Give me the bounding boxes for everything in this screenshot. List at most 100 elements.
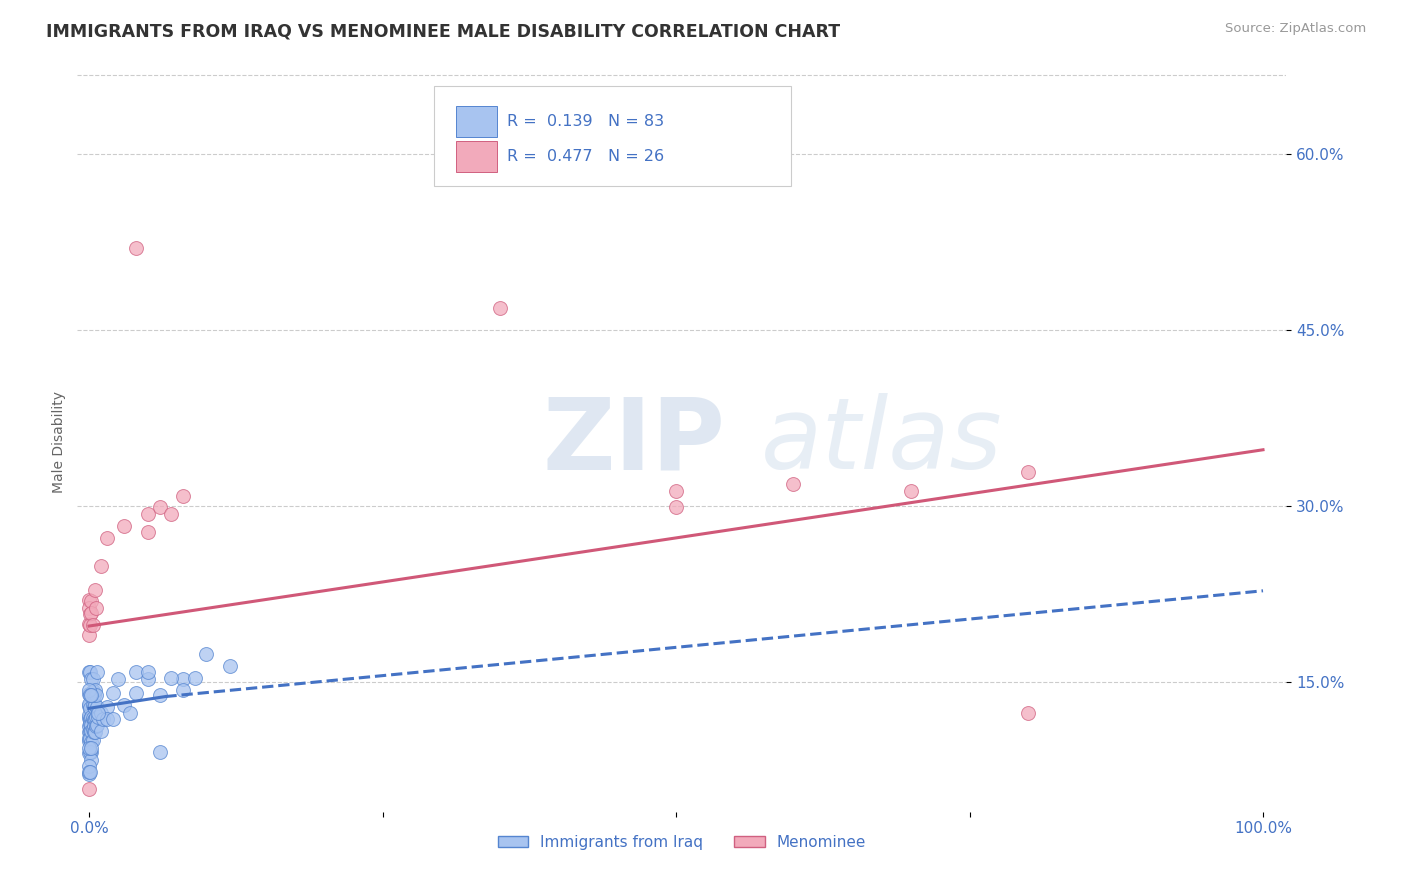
Point	[172, 682, 194, 697]
Point	[77, 697, 100, 711]
Point	[79, 701, 101, 715]
Point	[84, 601, 107, 615]
Point	[79, 618, 101, 632]
Point	[77, 746, 100, 760]
Point	[96, 700, 118, 714]
Point	[77, 741, 100, 756]
Point	[101, 712, 124, 726]
Point	[136, 524, 159, 539]
FancyBboxPatch shape	[434, 87, 790, 186]
Point	[80, 753, 103, 767]
Point	[79, 665, 101, 679]
Point	[80, 594, 103, 608]
Point	[91, 712, 114, 726]
Point	[79, 716, 101, 731]
Point	[77, 601, 100, 615]
Point	[80, 672, 103, 686]
Point	[82, 618, 104, 632]
Point	[120, 706, 142, 720]
Point	[77, 759, 100, 773]
Point	[77, 682, 100, 697]
Point	[160, 508, 183, 522]
Point	[82, 733, 104, 747]
Point	[82, 686, 104, 700]
Point	[96, 712, 118, 726]
Point	[80, 689, 103, 703]
Point	[84, 698, 107, 712]
Point	[84, 682, 107, 697]
Text: R =  0.477   N = 26: R = 0.477 N = 26	[506, 149, 664, 164]
Point	[96, 531, 118, 545]
Point	[83, 719, 105, 733]
Point	[148, 745, 170, 759]
Point	[77, 767, 100, 781]
Legend: Immigrants from Iraq, Menominee: Immigrants from Iraq, Menominee	[492, 829, 872, 856]
Point	[82, 723, 104, 737]
Point	[77, 764, 100, 779]
Point	[84, 582, 107, 597]
Text: R =  0.139   N = 83: R = 0.139 N = 83	[506, 114, 664, 129]
Point	[183, 671, 205, 685]
Point	[782, 476, 804, 491]
Point	[86, 718, 108, 732]
Point	[79, 764, 101, 779]
Point	[82, 683, 104, 698]
Point	[125, 241, 148, 255]
Point	[87, 706, 110, 720]
Point	[900, 483, 922, 498]
Point	[148, 689, 170, 703]
Text: ZIP: ZIP	[543, 393, 725, 490]
Point	[79, 731, 101, 745]
Point	[101, 686, 124, 700]
Point	[79, 723, 101, 738]
Point	[77, 734, 100, 748]
Point	[80, 745, 103, 759]
Point	[80, 606, 103, 620]
Point	[79, 745, 101, 759]
Point	[1017, 465, 1039, 479]
Y-axis label: Male Disability: Male Disability	[52, 391, 66, 492]
Point	[489, 301, 512, 315]
Point	[1017, 706, 1039, 720]
Point	[77, 782, 100, 797]
Point	[136, 508, 159, 522]
Point	[80, 718, 103, 732]
Point	[195, 647, 218, 661]
Point	[77, 628, 100, 642]
Point	[112, 519, 135, 533]
Point	[84, 719, 107, 733]
Point	[80, 709, 103, 723]
Point	[172, 489, 194, 503]
Point	[665, 483, 688, 498]
Point	[84, 709, 107, 723]
FancyBboxPatch shape	[456, 141, 496, 172]
Point	[125, 665, 148, 679]
Point	[107, 672, 129, 686]
Point	[84, 689, 107, 703]
Point	[80, 741, 103, 756]
Point	[90, 559, 112, 574]
Point	[80, 723, 103, 738]
Point	[90, 723, 112, 738]
Point	[77, 616, 100, 631]
Point	[219, 659, 242, 673]
Point	[84, 724, 107, 739]
Point	[77, 731, 100, 745]
Point	[79, 712, 101, 726]
Point	[77, 687, 100, 701]
Point	[112, 698, 135, 712]
Point	[77, 593, 100, 607]
Point	[125, 686, 148, 700]
Point	[82, 711, 104, 725]
Point	[83, 724, 105, 739]
Point	[160, 671, 183, 685]
Point	[82, 672, 104, 686]
Point	[82, 698, 104, 712]
Text: Source: ZipAtlas.com: Source: ZipAtlas.com	[1226, 22, 1367, 36]
Point	[172, 672, 194, 686]
Text: IMMIGRANTS FROM IRAQ VS MENOMINEE MALE DISABILITY CORRELATION CHART: IMMIGRANTS FROM IRAQ VS MENOMINEE MALE D…	[46, 22, 841, 40]
Point	[86, 700, 108, 714]
Text: atlas: atlas	[761, 393, 1002, 490]
Point	[148, 500, 170, 515]
Point	[83, 713, 105, 727]
